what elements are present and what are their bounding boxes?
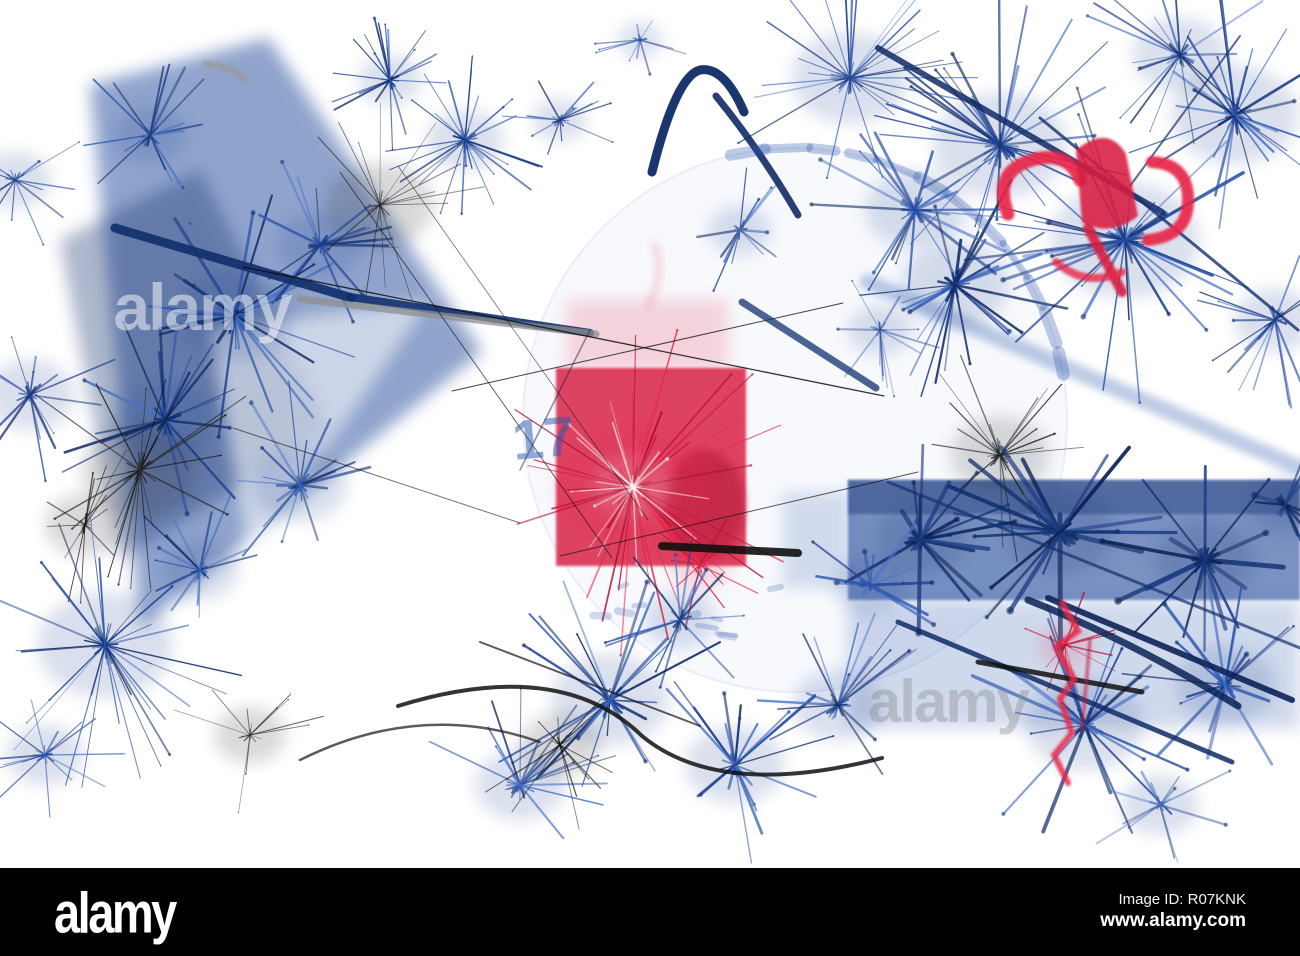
sparkler-burst (1249, 463, 1300, 542)
sparkler-stroke (396, 684, 884, 777)
sparkler-bursts (0, 0, 1300, 864)
sparkler-burst (603, 540, 745, 689)
embedded-watermark: alamy (868, 668, 1031, 735)
sparkler-burst (947, 445, 1178, 652)
alamy-watermark-bar: alamy Image ID: R07KNK www.alamy.com (0, 868, 1300, 956)
image-id-text: Image ID: R07KNK (1118, 890, 1246, 908)
sparkler-stroke (646, 242, 661, 308)
sparkler-burst (1121, 579, 1296, 766)
sparkler-stroke (201, 60, 249, 84)
sparkler-burst (0, 513, 242, 788)
sparkler-burst (385, 55, 543, 216)
sparkler-stroke (975, 659, 1145, 695)
sparkler-stroke (559, 471, 919, 557)
embedded-watermark: alamy (113, 270, 292, 344)
faint-glyph (710, 615, 724, 623)
faint-glyph (1052, 346, 1070, 381)
sparkler-stroke (242, 266, 885, 397)
sparkler-stroke (451, 302, 844, 392)
faint-glyph (942, 189, 983, 223)
sparkler-burst (811, 518, 937, 628)
sparkler-burst (836, 279, 941, 398)
fleur-de-lis-emblem (1076, 137, 1138, 229)
red-emblem-stroke (1083, 223, 1127, 297)
sparkler-burst (1197, 254, 1300, 409)
sparkler-stroke (712, 92, 802, 219)
sparkler-stroke (339, 171, 613, 559)
sparkler-burst (970, 604, 1190, 834)
sparkler-burst (173, 689, 325, 814)
sparkler-burst (1098, 464, 1286, 653)
sparkler-burst (83, 63, 205, 190)
sparkler-stroke (886, 480, 1300, 650)
sparkler-stroke (110, 223, 357, 303)
red-emblem-stroke (1142, 156, 1195, 246)
faint-glyph (912, 171, 950, 198)
sparkler-stroke (232, 427, 521, 524)
faint-clock-glyphs: 17 (510, 142, 1070, 641)
sparkler-burst (0, 336, 116, 483)
faint-glyph (616, 581, 630, 590)
fireworks-artwork: 17 alamy alamy (0, 0, 1300, 864)
sparkler-burst (844, 443, 1018, 637)
faint-glyph (589, 611, 613, 620)
faint-glyph (717, 631, 738, 641)
sparkler-stroke (658, 542, 802, 557)
clock-rim (522, 147, 1068, 693)
sparkler-burst (809, 131, 1009, 291)
red-emblem-stroke (1080, 638, 1092, 732)
sparkler-burst (696, 167, 780, 293)
sparkler-burst (502, 80, 614, 155)
sparkler-stroke (397, 165, 649, 521)
sparkler-burst (485, 688, 613, 830)
red-emblem-stroke (1050, 600, 1082, 786)
alamy-logo: alamy (54, 879, 177, 945)
faint-glyph (1022, 273, 1048, 311)
faint-clock-numeral: 17 (510, 404, 578, 472)
sparkler-burst (1085, 0, 1264, 145)
faint-glyph (631, 602, 648, 609)
faint-glyph (843, 148, 878, 164)
sparkler-burst (665, 680, 835, 864)
red-emblem-stroke (1052, 258, 1126, 282)
sparkler-burst (594, 19, 687, 76)
faint-glyph (974, 214, 1007, 248)
sparkler-burst (0, 699, 126, 818)
red-flag-emblems (997, 137, 1195, 786)
faint-glyph (724, 143, 771, 161)
sparkler-burst (737, 0, 979, 180)
sparkler-stroke (1045, 595, 1295, 703)
image-meta: Image ID: R07KNK www.alamy.com (1100, 890, 1246, 934)
faint-glyph (757, 142, 814, 154)
sparkler-stroke (647, 65, 749, 177)
faint-glyph (714, 631, 739, 638)
sparkler-burst (0, 141, 81, 246)
faint-glyph (695, 622, 720, 631)
sparkler-stroke (1024, 596, 1242, 710)
faint-glyph (684, 610, 702, 621)
sparkler-stroke (860, 274, 1300, 476)
sparkler-stroke (738, 298, 880, 392)
faint-glyph (806, 143, 841, 156)
sparkler-burst (143, 491, 258, 619)
sparkler-burst (331, 16, 447, 151)
sparkler-burst (317, 102, 485, 302)
faint-glyph (766, 583, 784, 593)
faint-glyph (1038, 304, 1063, 349)
sparkler-stroke (479, 641, 701, 727)
red-emblem-stroke (997, 151, 1087, 221)
fireworks-flag-photo: 17 alamy alamy (0, 0, 1300, 864)
alamy-url-text: www.alamy.com (1100, 910, 1246, 932)
faint-glyph (999, 239, 1031, 281)
faint-glyph (613, 607, 636, 618)
sparkler-burst (237, 380, 372, 557)
sparkler-stroke (519, 329, 591, 471)
sparkler-stroke (298, 723, 542, 762)
faint-glyph (872, 155, 922, 180)
sparkler-burst (1095, 769, 1232, 864)
